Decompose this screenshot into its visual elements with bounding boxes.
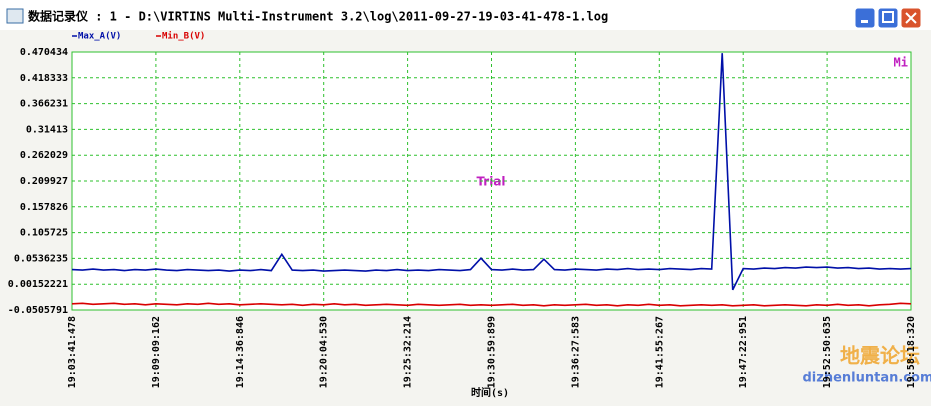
x-tick-label: 19:58:18:320 [906,316,917,388]
badge: Mi [894,56,908,70]
close-icon [905,12,917,24]
series-line [71,53,912,291]
minimize-icon [861,20,868,23]
x-tick-label: 19:09:09:162 [151,316,162,388]
x-tick-label: 19:30:59:899 [487,316,498,388]
watermark: 地震论坛 [840,344,920,368]
y-tick-label: 0.262029 [20,150,68,161]
x-tick-label: 19:25:32:214 [403,316,414,388]
y-tick-label: 0.31413 [26,124,68,135]
minimize-button[interactable] [854,7,876,29]
y-tick-label: -0.0505791 [8,305,68,316]
x-tick-label: 19:14:36:846 [235,316,246,388]
x-tick-label: 19:03:41:478 [67,316,78,388]
y-tick-label: 0.157826 [20,202,68,213]
y-tick-label: 0.0536235 [14,253,68,264]
watermark-url: dizhenluntan.com [803,371,931,386]
app-icon [6,8,24,24]
legend-label: Max_A(V) [78,32,121,42]
y-tick-label: 0.470434 [20,47,68,58]
y-tick-label: 0.366231 [20,99,68,110]
x-tick-label: 19:41:55:267 [654,316,665,388]
y-tick-label: 0.418333 [20,73,68,84]
maximize-icon [882,11,894,23]
title-bar [0,0,931,30]
y-tick-label: 0.00152221 [8,279,68,290]
x-tick-label: 19:52:50:635 [822,316,833,388]
window-title: 数据记录仪 : 1 - D:\VIRTINS Multi-Instrument … [28,9,608,24]
y-tick-label: 0.105725 [20,228,68,239]
x-tick-label: 19:47:22:951 [738,316,749,388]
x-tick-label: 19:36:27:583 [570,316,581,388]
annotation: Trial [476,175,505,189]
y-tick-label: 0.209927 [20,176,68,187]
series-line [71,302,912,307]
x-axis-label: 时间(s) [471,386,509,399]
x-tick-label: 19:20:04:530 [319,316,330,388]
legend-label: Min_B(V) [162,31,205,42]
